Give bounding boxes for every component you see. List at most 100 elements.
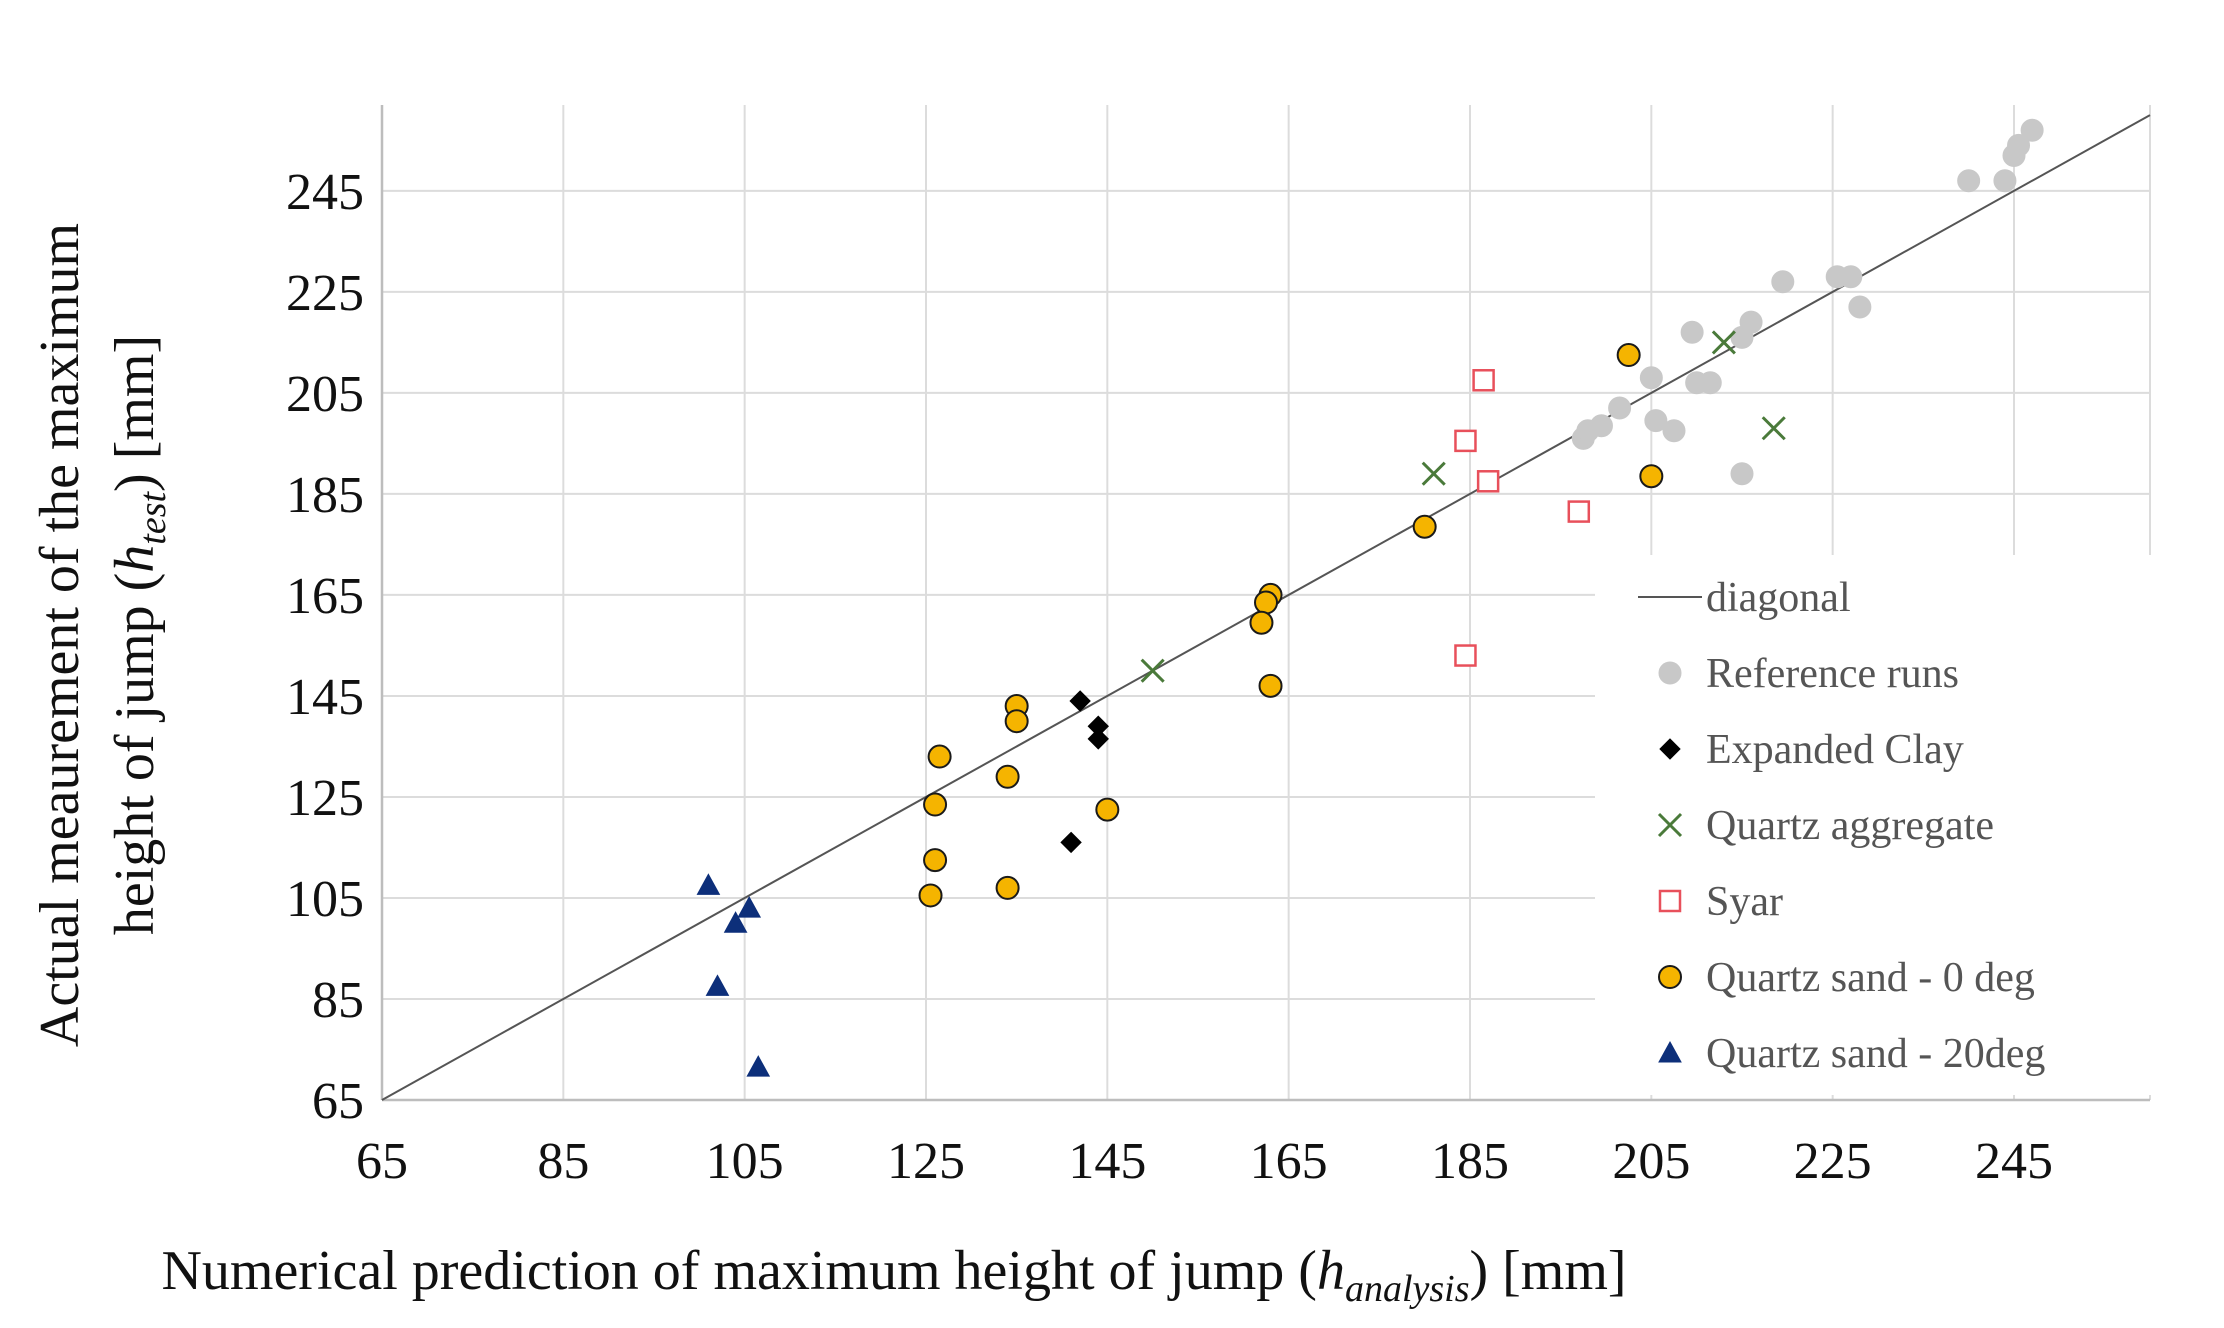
y-tick-label: 65: [312, 1073, 364, 1130]
data-point-stroke: [1421, 461, 1446, 486]
data-point: [1608, 396, 1632, 420]
data-point: [995, 764, 1020, 789]
data-point: [746, 1055, 771, 1077]
data-point: [705, 974, 730, 996]
legend-item: Expanded Clay: [1659, 727, 1964, 773]
data-point: [1639, 366, 1663, 390]
series-quartz-sand-0-deg: [918, 343, 1664, 908]
data-point: [1249, 610, 1274, 635]
data-point: [1476, 470, 1500, 493]
data-point: [1711, 330, 1736, 355]
data-point: [737, 896, 762, 918]
data-point: [1662, 419, 1686, 443]
x-tick-label: 65: [356, 1133, 408, 1190]
legend-label: Quartz aggregate: [1706, 803, 1994, 849]
y-tick-label: 185: [286, 467, 364, 524]
data-point: [1095, 797, 1120, 822]
data-point: [723, 911, 748, 933]
data-point: [1004, 709, 1029, 734]
axes: [380, 105, 2150, 1102]
tick-labels: 65 85 105 125 145 165 185 205 225 245 65 85 105 125 14…: [286, 164, 2053, 1190]
x-tick-label: 85: [537, 1133, 589, 1190]
y-tick-label: 85: [312, 972, 364, 1029]
data-point: [1730, 325, 1754, 349]
data-point: [918, 883, 943, 908]
series-quartz-sand-20deg: [696, 873, 771, 1077]
x-tick-label: 205: [1612, 1133, 1690, 1190]
legend-label: Quartz sand - 20deg: [1706, 1031, 2045, 1077]
y-tick-label: 225: [286, 265, 364, 322]
data-point-stroke: [1761, 416, 1786, 441]
data-point: [1993, 169, 2017, 193]
x-tick-label: 225: [1794, 1133, 1872, 1190]
data-point: [1730, 462, 1754, 486]
y-tick-label: 205: [286, 366, 364, 423]
data-point: [1069, 690, 1091, 712]
data-point: [1644, 409, 1668, 433]
data-point: [1421, 461, 1446, 486]
data-points: [696, 118, 2044, 1077]
y-axis-label-line1: Actual meaurement of the maximum: [29, 223, 91, 1047]
data-point: [696, 873, 721, 895]
x-tick-label: 105: [706, 1133, 784, 1190]
legend-swatch: [1658, 965, 1682, 989]
data-point: [1567, 500, 1591, 523]
x-tick-label: 185: [1431, 1133, 1509, 1190]
legend-item: Quartz aggregate: [1657, 803, 1994, 849]
y-tick-label: 165: [286, 568, 364, 625]
x-tick-label: 245: [1975, 1133, 2053, 1190]
legend-label: Syar: [1706, 879, 1783, 925]
legend-swatch: [1657, 812, 1683, 838]
data-point-stroke: [1140, 658, 1165, 683]
y-tick-label: 145: [286, 669, 364, 726]
legend-item: Reference runs: [1658, 651, 1959, 697]
x-tick-label: 165: [1250, 1133, 1328, 1190]
legend-label: Quartz sand - 0 deg: [1706, 955, 2035, 1001]
data-point: [1771, 270, 1795, 294]
data-point: [1761, 416, 1786, 441]
legend-swatch: [1658, 1040, 1682, 1063]
data-point: [1454, 644, 1477, 667]
y-tick-label: 105: [286, 871, 364, 928]
legend-item: Syar: [1658, 879, 1783, 925]
legend-swatch: [1659, 738, 1681, 760]
data-point: [923, 848, 948, 873]
data-point: [2020, 118, 2044, 142]
data-point: [1060, 831, 1082, 854]
legend-item: diagonal: [1638, 575, 1851, 621]
y-tick-label: 125: [286, 770, 364, 827]
data-point: [1258, 673, 1283, 698]
data-point: [1957, 169, 1981, 193]
data-point: [1680, 320, 1704, 344]
legend-item: Quartz sand - 20deg: [1658, 1031, 2045, 1077]
series-quartz-aggregate: [1140, 330, 1786, 683]
legend-label: Expanded Clay: [1706, 727, 1964, 773]
data-point: [923, 792, 948, 817]
data-point: [1639, 464, 1664, 489]
x-tick-label: 125: [887, 1133, 965, 1190]
data-point: [1412, 514, 1437, 539]
series-expanded-clay: [1060, 690, 1109, 854]
legend-label: diagonal: [1706, 575, 1851, 621]
data-point-stroke: [1711, 330, 1736, 355]
data-point: [1254, 590, 1278, 615]
data-point: [2007, 133, 2031, 157]
y-tick-label: 245: [286, 164, 364, 221]
x-tick-label: 145: [1068, 1133, 1146, 1190]
y-axis-label: Actual meaurement of the maximum height …: [29, 223, 174, 1047]
data-point: [1839, 265, 1863, 289]
x-axis-label: Numerical prediction of maximum height o…: [161, 1240, 1626, 1310]
data-point: [995, 875, 1020, 900]
y-axis-label-line2: height of jump (htest) [mm]: [104, 335, 174, 935]
data-point: [1087, 728, 1109, 750]
data-point: [1472, 369, 1495, 392]
legend-swatch-stroke: [1657, 812, 1683, 838]
data-point: [1698, 371, 1722, 395]
series-syar: [1454, 369, 1591, 667]
data-point: [1848, 295, 1872, 319]
legend: diagonal Reference runs Expanded Clay Quart…: [1595, 555, 2155, 1095]
legend-label: Reference runs: [1706, 651, 1959, 697]
legend-item: Quartz sand - 0 deg: [1658, 955, 2035, 1001]
data-point: [927, 744, 952, 769]
